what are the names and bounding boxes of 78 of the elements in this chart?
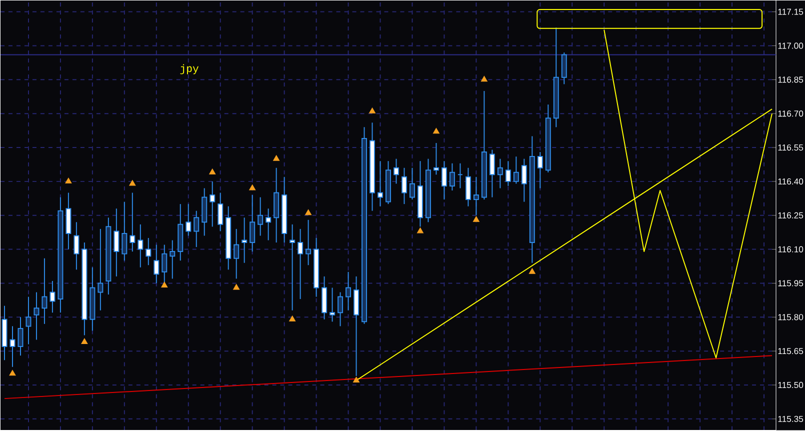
point bbox=[233, 284, 240, 290]
candlestick bbox=[402, 167, 407, 204]
candlestick bbox=[378, 160, 383, 207]
point bbox=[249, 184, 256, 190]
point bbox=[432, 128, 440, 134]
candlestick bbox=[346, 271, 352, 311]
point bbox=[305, 209, 312, 215]
candlestick bbox=[242, 216, 248, 264]
candlestick bbox=[170, 240, 176, 280]
y-tick-label: 116.40 bbox=[778, 178, 804, 184]
candlestick bbox=[194, 210, 200, 248]
candlestick bbox=[258, 196, 264, 236]
candlestick bbox=[513, 156, 519, 184]
candlestick bbox=[130, 192, 136, 252]
candlestick bbox=[290, 224, 296, 311]
point bbox=[480, 76, 488, 82]
candlestick bbox=[537, 151, 543, 189]
point bbox=[65, 178, 72, 184]
candlestick bbox=[250, 194, 256, 252]
candlestick bbox=[394, 158, 399, 184]
point bbox=[81, 338, 88, 344]
point bbox=[528, 268, 536, 274]
annotation: jpy bbox=[180, 64, 199, 74]
y-tick-label: 115.65 bbox=[778, 348, 804, 354]
candlestick bbox=[26, 296, 32, 345]
point bbox=[416, 227, 424, 234]
candlestick bbox=[234, 228, 240, 280]
candlestick bbox=[138, 224, 144, 268]
candlestick bbox=[497, 158, 503, 189]
candlestick bbox=[473, 176, 479, 216]
candlestick bbox=[98, 228, 104, 311]
candlestick bbox=[34, 292, 40, 340]
candlestick bbox=[210, 180, 216, 227]
point bbox=[368, 107, 376, 114]
candlestick bbox=[218, 192, 224, 232]
point bbox=[289, 315, 296, 322]
y-tick-label: 116.25 bbox=[778, 212, 804, 218]
candlestick bbox=[306, 219, 312, 266]
point bbox=[273, 154, 280, 161]
y-tick-label: 115.95 bbox=[778, 280, 804, 286]
candlestick bbox=[441, 160, 447, 200]
y-tick-label: 115.50 bbox=[778, 382, 804, 388]
point bbox=[209, 168, 216, 174]
point bbox=[9, 370, 16, 376]
candlestick bbox=[18, 316, 24, 356]
y-tick-label: 116.85 bbox=[778, 76, 804, 83]
point bbox=[472, 216, 480, 222]
candlestick bbox=[266, 208, 272, 241]
candlestick bbox=[186, 203, 192, 236]
point bbox=[353, 376, 360, 382]
candlestick bbox=[122, 201, 128, 261]
candlestick bbox=[449, 162, 455, 191]
y-tick-label: 117.15 bbox=[778, 8, 804, 15]
candlestick bbox=[433, 142, 439, 175]
candlestick bbox=[505, 160, 511, 186]
candlestick bbox=[330, 287, 336, 322]
candlestick bbox=[50, 280, 56, 313]
point bbox=[161, 282, 168, 288]
point bbox=[129, 180, 136, 186]
candlestick bbox=[42, 258, 48, 324]
candlestick bbox=[465, 167, 471, 207]
candlestick bbox=[561, 52, 567, 84]
y-tick-label: 116.55 bbox=[778, 144, 804, 150]
y-tick-label: 115.35 bbox=[778, 416, 804, 422]
candlestick bbox=[10, 326, 16, 368]
candlestick bbox=[154, 244, 160, 284]
candlestick bbox=[489, 149, 495, 198]
y-tick-label: 116.10 bbox=[778, 246, 804, 252]
candlestick bbox=[521, 158, 527, 202]
candlestick bbox=[114, 208, 120, 277]
candlestick bbox=[74, 221, 80, 270]
candlestick bbox=[338, 292, 344, 326]
y-tick-label: 115.80 bbox=[778, 314, 804, 320]
y-tick-label: 116.70 bbox=[778, 110, 804, 116]
candlestick bbox=[146, 237, 152, 266]
candlestick bbox=[410, 167, 415, 200]
candlestick bbox=[298, 228, 304, 300]
y-tick-label: 117.00 bbox=[778, 42, 804, 49]
